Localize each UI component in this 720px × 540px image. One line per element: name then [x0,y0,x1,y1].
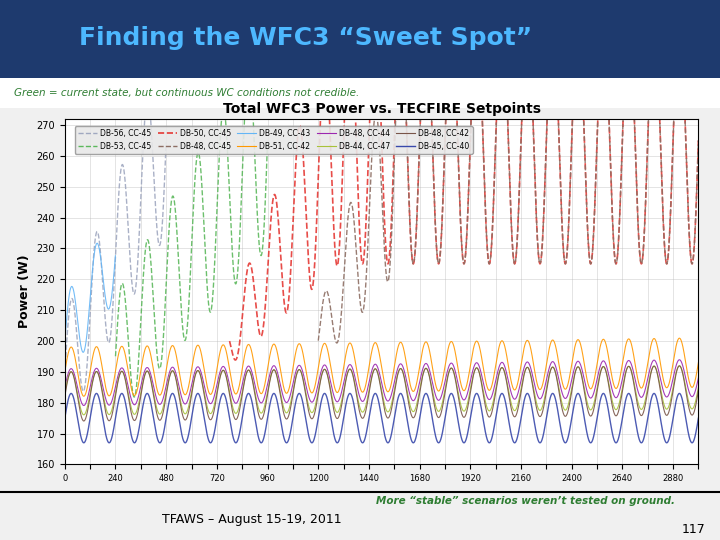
X-axis label: Time (minutes): Time (minutes) [328,489,435,502]
FancyBboxPatch shape [0,486,720,540]
Text: Green = current state, but continuous WC conditions not credible.: Green = current state, but continuous WC… [14,88,360,98]
FancyBboxPatch shape [0,0,720,78]
Text: TFAWS – August 15-19, 2011: TFAWS – August 15-19, 2011 [162,513,342,526]
FancyBboxPatch shape [0,78,720,108]
Text: Finding the WFC3 “Sweet Spot”: Finding the WFC3 “Sweet Spot” [79,25,533,50]
Legend: DB-56, CC-45, DB-53, CC-45, DB-50, CC-45, DB-48, CC-45, DB-49, CC-43, DB-51, CC-: DB-56, CC-45, DB-53, CC-45, DB-50, CC-45… [75,126,472,154]
Text: 117: 117 [682,523,706,536]
Text: More “stable” scenarios weren’t tested on ground.: More “stable” scenarios weren’t tested o… [376,496,675,506]
Y-axis label: Power (W): Power (W) [18,255,31,328]
Title: Total WFC3 Power vs. TECFIRE Setpoints: Total WFC3 Power vs. TECFIRE Setpoints [222,102,541,116]
